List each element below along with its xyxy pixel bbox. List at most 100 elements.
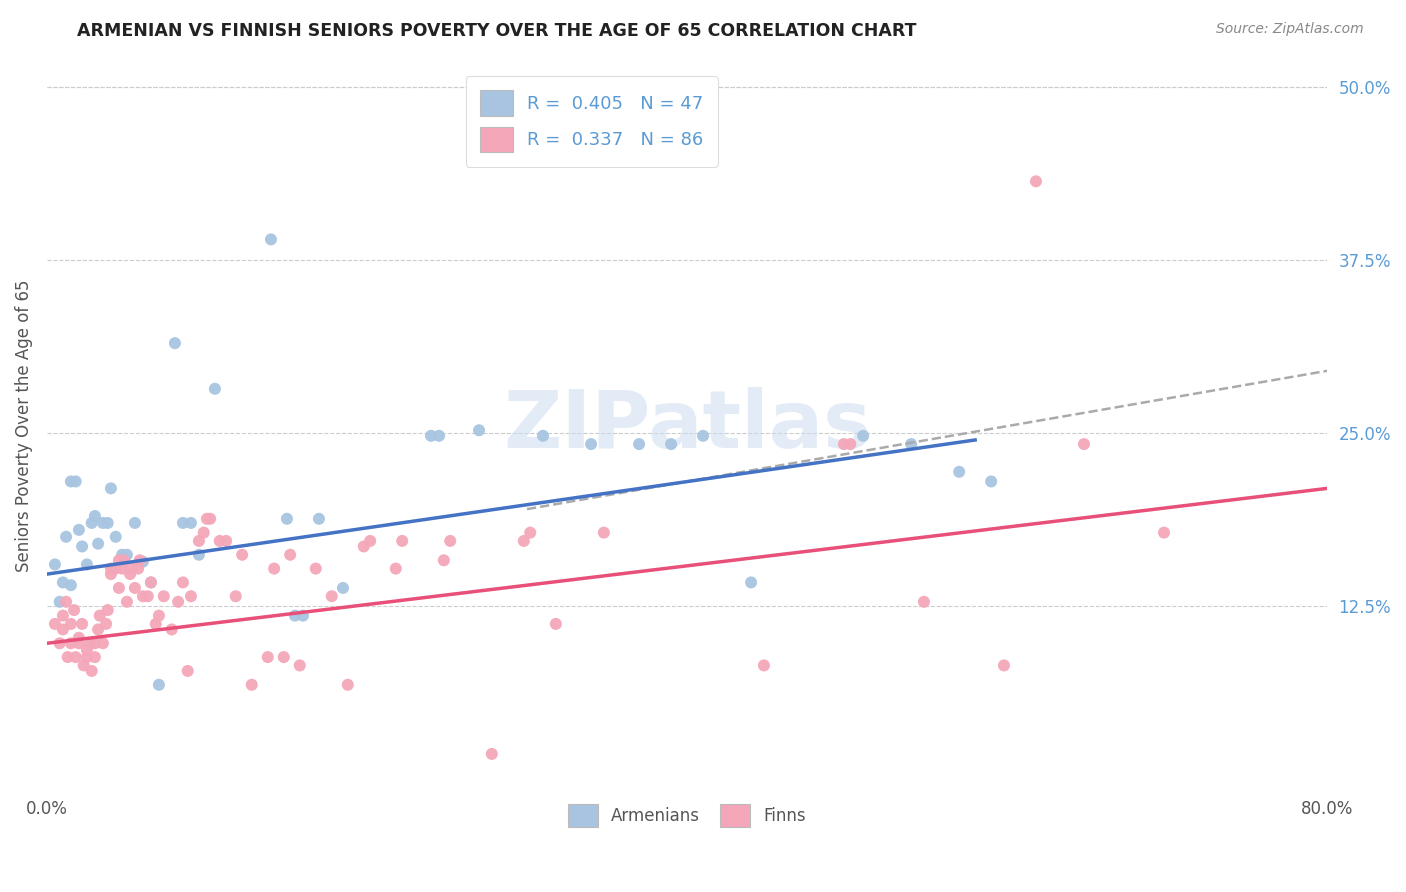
Point bbox=[225, 589, 247, 603]
Point bbox=[273, 650, 295, 665]
Point bbox=[260, 232, 283, 246]
Point bbox=[97, 603, 120, 617]
Text: ZIPatlas: ZIPatlas bbox=[503, 387, 872, 465]
Point bbox=[980, 475, 1002, 489]
Point bbox=[132, 555, 155, 569]
Point bbox=[108, 581, 131, 595]
Point bbox=[148, 678, 170, 692]
Point bbox=[103, 561, 125, 575]
Point bbox=[1073, 437, 1095, 451]
Point bbox=[136, 589, 159, 603]
Point bbox=[108, 553, 131, 567]
Point bbox=[288, 658, 311, 673]
Point bbox=[44, 616, 66, 631]
Point bbox=[89, 608, 111, 623]
Point bbox=[439, 533, 461, 548]
Point bbox=[59, 475, 82, 489]
Point bbox=[180, 516, 202, 530]
Y-axis label: Seniors Poverty Over the Age of 65: Seniors Poverty Over the Age of 65 bbox=[15, 280, 32, 573]
Point bbox=[100, 561, 122, 575]
Point bbox=[145, 616, 167, 631]
Point bbox=[124, 581, 146, 595]
Point bbox=[276, 512, 298, 526]
Point bbox=[385, 561, 408, 575]
Point bbox=[100, 567, 122, 582]
Point bbox=[160, 623, 183, 637]
Legend: Armenians, Finns: Armenians, Finns bbox=[560, 796, 814, 836]
Point bbox=[912, 595, 935, 609]
Point bbox=[132, 589, 155, 603]
Point bbox=[321, 589, 343, 603]
Point bbox=[91, 516, 114, 530]
Point bbox=[76, 650, 98, 665]
Point bbox=[152, 589, 174, 603]
Point bbox=[52, 608, 75, 623]
Point bbox=[513, 533, 536, 548]
Point bbox=[163, 336, 186, 351]
Point bbox=[94, 616, 117, 631]
Point bbox=[48, 595, 70, 609]
Point bbox=[519, 525, 541, 540]
Point bbox=[79, 636, 101, 650]
Point bbox=[55, 530, 77, 544]
Point bbox=[59, 578, 82, 592]
Point bbox=[97, 516, 120, 530]
Point bbox=[263, 561, 285, 575]
Point bbox=[59, 616, 82, 631]
Point bbox=[332, 581, 354, 595]
Point bbox=[308, 512, 330, 526]
Point bbox=[67, 523, 90, 537]
Point bbox=[240, 678, 263, 692]
Point bbox=[70, 616, 93, 631]
Point bbox=[172, 575, 194, 590]
Point bbox=[177, 664, 200, 678]
Point bbox=[52, 575, 75, 590]
Point bbox=[100, 481, 122, 495]
Point bbox=[433, 553, 456, 567]
Point bbox=[112, 553, 135, 567]
Point bbox=[291, 608, 314, 623]
Point bbox=[59, 636, 82, 650]
Point bbox=[187, 533, 209, 548]
Point bbox=[336, 678, 359, 692]
Point bbox=[284, 608, 307, 623]
Point bbox=[193, 525, 215, 540]
Point bbox=[76, 558, 98, 572]
Point bbox=[391, 533, 413, 548]
Point bbox=[65, 650, 87, 665]
Point bbox=[124, 516, 146, 530]
Point bbox=[948, 465, 970, 479]
Point bbox=[63, 603, 86, 617]
Point bbox=[56, 650, 79, 665]
Point bbox=[80, 516, 103, 530]
Point bbox=[120, 567, 142, 582]
Point bbox=[91, 636, 114, 650]
Point bbox=[198, 512, 221, 526]
Point bbox=[659, 437, 682, 451]
Point bbox=[278, 548, 301, 562]
Point bbox=[115, 548, 138, 562]
Point bbox=[52, 623, 75, 637]
Point bbox=[692, 429, 714, 443]
Point bbox=[104, 561, 127, 575]
Point bbox=[628, 437, 651, 451]
Point bbox=[353, 540, 375, 554]
Point bbox=[83, 650, 105, 665]
Point bbox=[167, 595, 190, 609]
Point bbox=[148, 608, 170, 623]
Point bbox=[592, 525, 614, 540]
Point bbox=[531, 429, 554, 443]
Point bbox=[852, 429, 875, 443]
Point bbox=[180, 589, 202, 603]
Point bbox=[111, 548, 134, 562]
Point bbox=[900, 437, 922, 451]
Point bbox=[420, 429, 443, 443]
Point bbox=[752, 658, 775, 673]
Point bbox=[579, 437, 602, 451]
Point bbox=[208, 533, 231, 548]
Point bbox=[359, 533, 381, 548]
Point bbox=[121, 561, 143, 575]
Point bbox=[127, 561, 149, 575]
Point bbox=[70, 540, 93, 554]
Point bbox=[83, 509, 105, 524]
